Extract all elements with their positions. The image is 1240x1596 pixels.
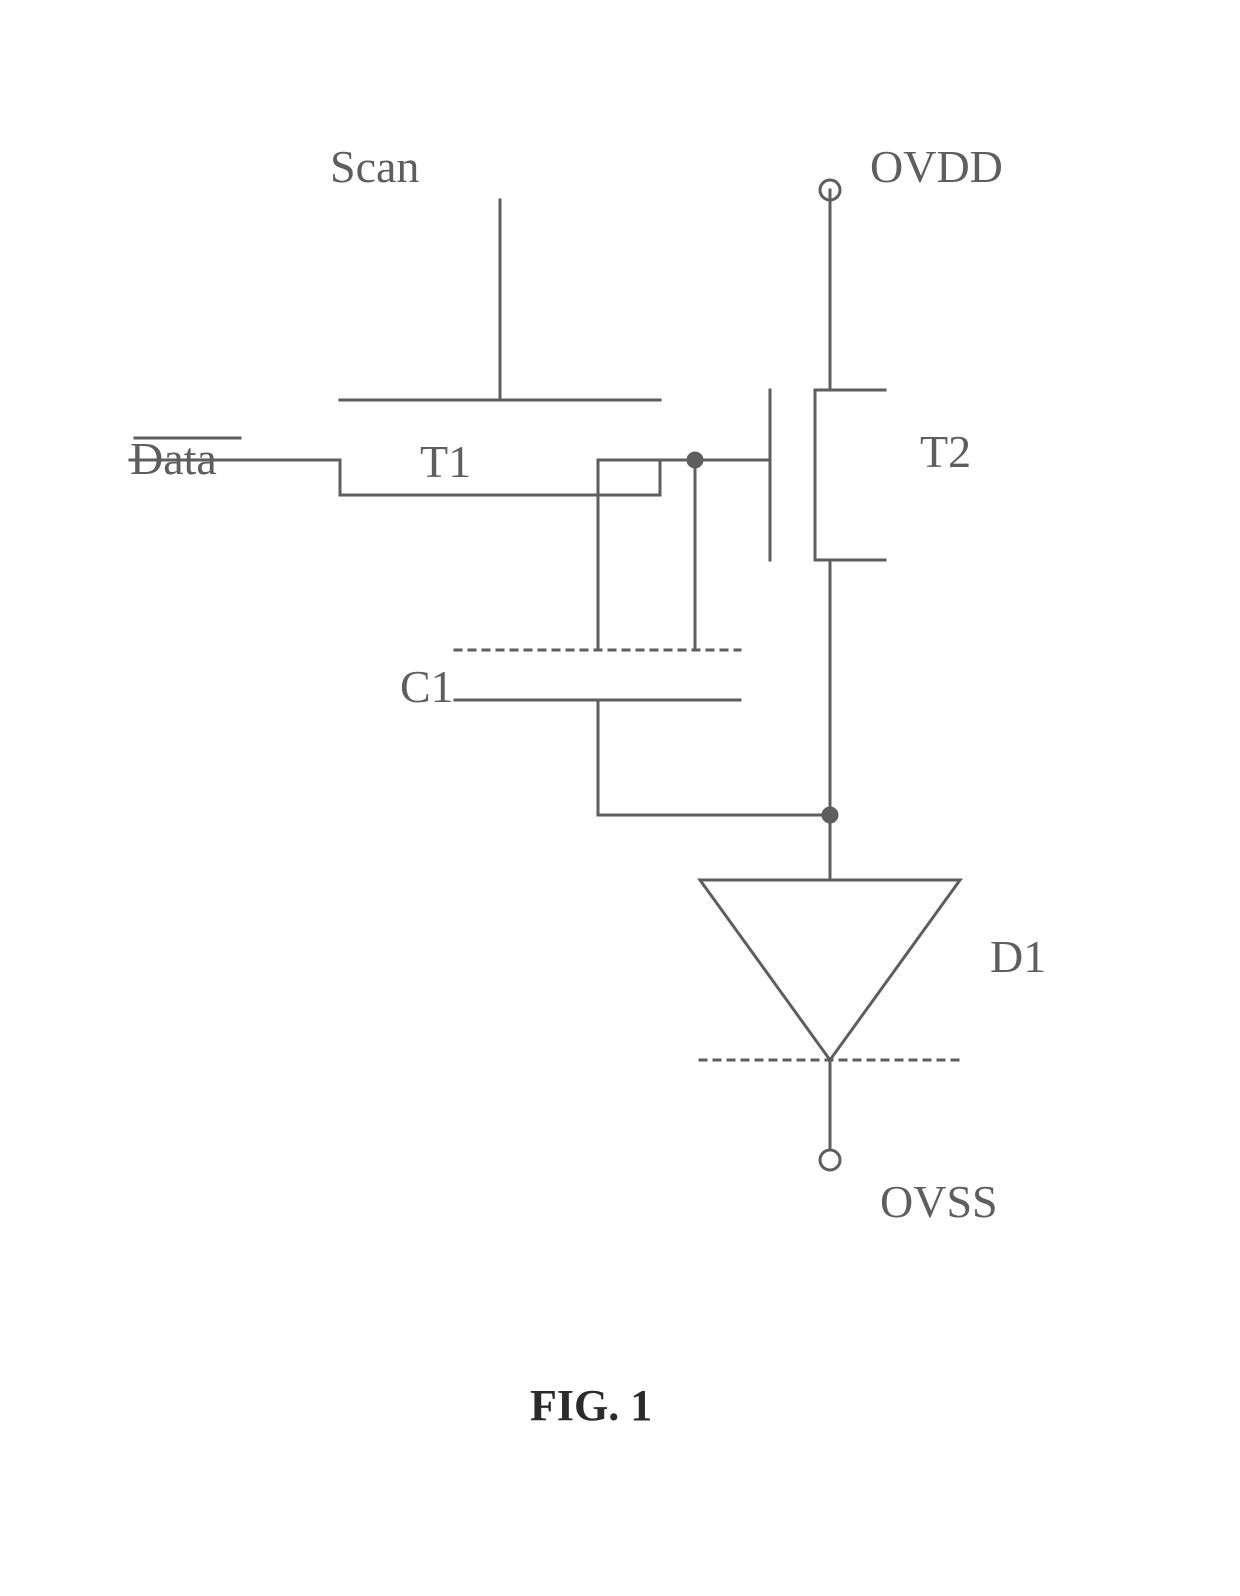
figure-caption: FIG. 1 [530, 1380, 652, 1431]
label-t2: T2 [920, 425, 971, 478]
label-d1: D1 [990, 930, 1046, 983]
label-c1: C1 [400, 660, 454, 713]
label-ovdd: OVDD [870, 140, 1003, 193]
label-ovss: OVSS [880, 1175, 998, 1228]
label-data: Data [130, 432, 217, 485]
label-scan: Scan [330, 140, 419, 193]
circuit-schematic [0, 0, 1240, 1596]
label-t1: T1 [420, 435, 471, 488]
